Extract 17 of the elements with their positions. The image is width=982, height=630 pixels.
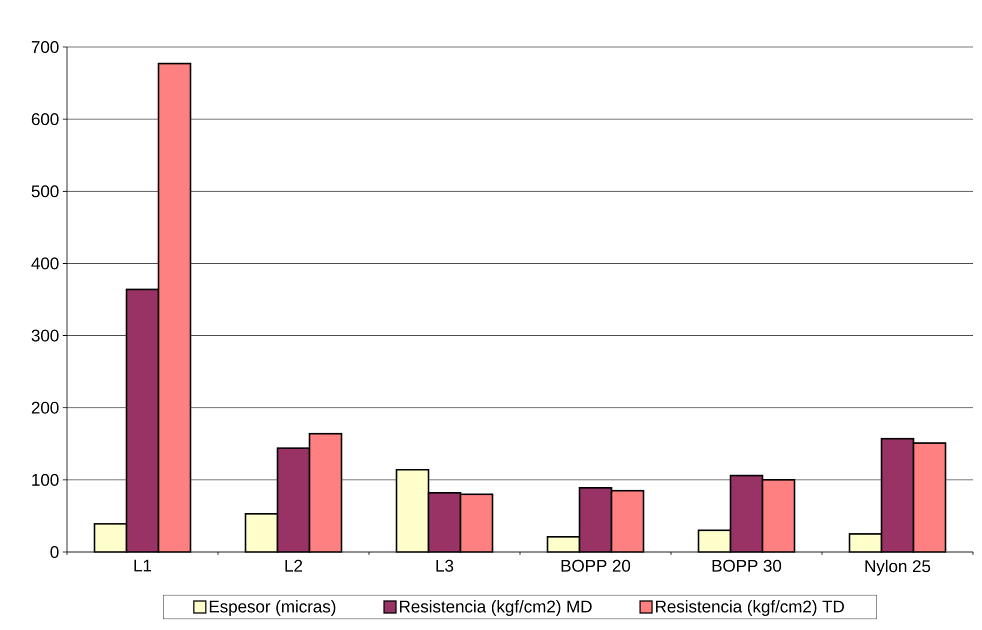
- y-tick-label: 0: [50, 546, 59, 558]
- x-tick-label: BOPP 20: [562, 560, 630, 572]
- y-tick-label: 200: [32, 402, 59, 414]
- legend-label: Espesor (micras): [210, 600, 336, 616]
- y-tick-label: 300: [32, 330, 59, 342]
- y-tick-label: 700: [32, 41, 59, 54]
- x-tick-label: L3: [436, 560, 454, 572]
- y-tick-label: 400: [31, 257, 59, 270]
- x-tick-label: L2: [285, 560, 302, 572]
- x-tick-label: L1: [134, 560, 152, 572]
- x-tick-label: BOPP 30: [712, 560, 782, 572]
- x-tick-label: Nylon 25: [865, 560, 930, 576]
- legend-label: Resistencia (kgf/cm2) MD: [400, 600, 592, 616]
- y-tick-label: 100: [32, 474, 59, 486]
- y-tick-label: 600: [32, 113, 59, 126]
- y-tick-label: 500: [32, 185, 59, 198]
- legend-label: Resistencia (kgf/cm2) TD: [656, 600, 844, 616]
